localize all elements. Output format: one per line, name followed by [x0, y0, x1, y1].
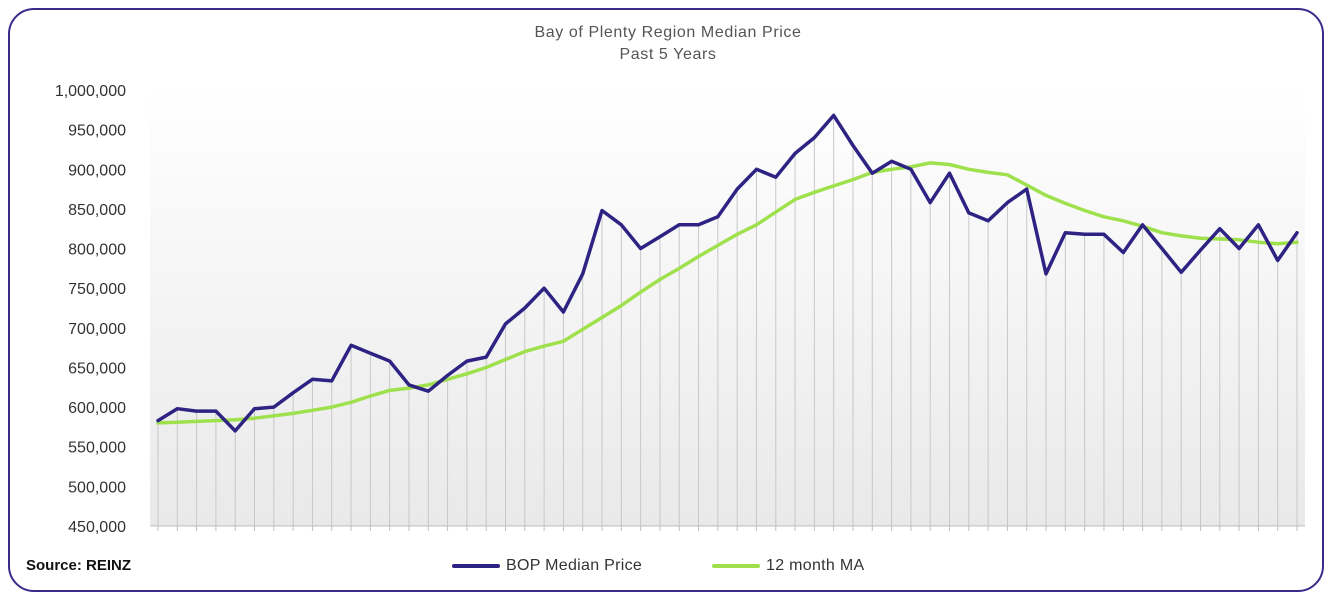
y-tick-label: 800,000 — [68, 242, 126, 259]
legend-swatch-ma — [712, 564, 760, 568]
series-line-12-month-ma — [156, 161, 1299, 425]
y-tick-label: 550,000 — [68, 440, 126, 457]
legend-label-bop: BOP Median Price — [506, 557, 643, 574]
y-tick-label: 500,000 — [68, 479, 126, 496]
legend-item-bop: BOP Median Price — [452, 556, 642, 576]
y-axis: 1,000,000 950,000 900,000 850,000 800,000 750… — [55, 83, 126, 536]
y-tick-label: 900,000 — [68, 162, 126, 179]
y-tick-label: 750,000 — [68, 281, 126, 298]
plot-area — [150, 86, 1305, 526]
series-line-bop-median-price — [156, 113, 1299, 433]
chart-title: Bay of Plenty Region Median Price — [534, 24, 802, 41]
chart-subtitle: Past 5 Years — [619, 46, 717, 63]
y-tick-label: 1,000,000 — [55, 83, 126, 100]
x-axis — [150, 525, 1305, 531]
y-tick-label: 700,000 — [68, 321, 126, 338]
y-tick-label: 650,000 — [68, 360, 126, 377]
legend-item-ma: 12 month MA — [712, 556, 864, 576]
y-tick-label: 600,000 — [68, 400, 126, 417]
legend-swatch-bop — [452, 564, 500, 568]
gridlines — [157, 115, 1298, 526]
series-layer — [156, 113, 1299, 433]
source-label: Source: REINZ — [26, 557, 132, 574]
y-tick-label: 950,000 — [68, 123, 126, 140]
legend-label-ma: 12 month MA — [766, 557, 865, 574]
y-tick-label: 850,000 — [68, 202, 126, 219]
y-tick-label: 450,000 — [68, 519, 126, 536]
